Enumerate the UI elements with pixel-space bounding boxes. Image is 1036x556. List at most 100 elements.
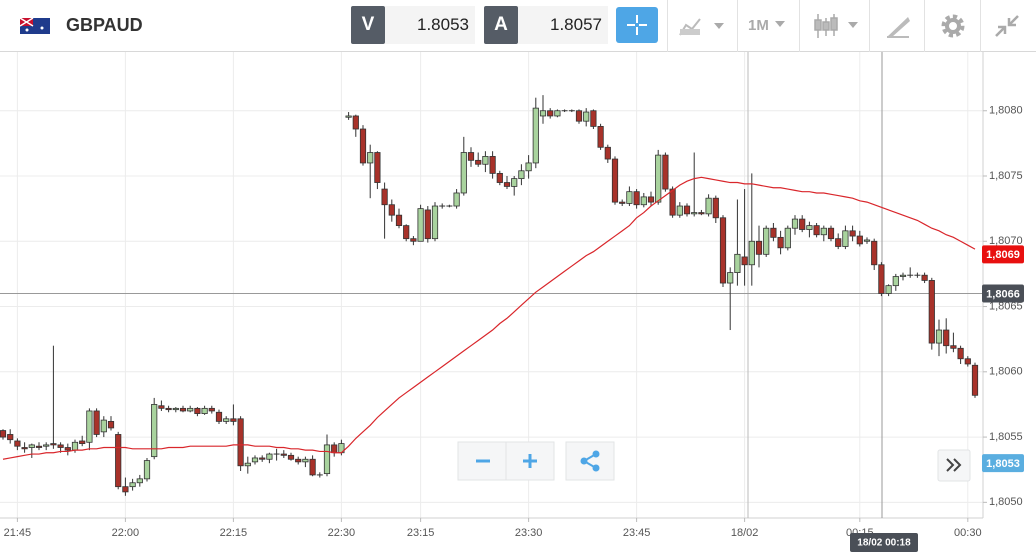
candle-body bbox=[280, 453, 287, 456]
candle-body bbox=[676, 205, 683, 216]
candle-body bbox=[388, 204, 395, 216]
price-label: 1,8069 bbox=[986, 249, 1020, 261]
plus-icon bbox=[523, 454, 537, 468]
candle-body bbox=[50, 443, 57, 446]
candle-body bbox=[93, 410, 100, 435]
y-tick-label: 1,8080 bbox=[989, 105, 1023, 117]
candle-body bbox=[525, 162, 532, 172]
sell-button[interactable]: V bbox=[351, 6, 385, 44]
price-label-box bbox=[982, 284, 1024, 303]
candle-body bbox=[79, 440, 86, 444]
candle-body bbox=[611, 158, 619, 203]
candle-body bbox=[187, 407, 194, 412]
candle-body bbox=[784, 227, 791, 249]
candle-body bbox=[885, 285, 892, 294]
candle-body bbox=[295, 458, 302, 463]
candle-body bbox=[107, 421, 115, 429]
candle-body bbox=[374, 152, 381, 183]
zoom-controls bbox=[457, 441, 615, 481]
candle-body bbox=[230, 418, 237, 422]
candle-body bbox=[813, 225, 820, 236]
candle-body bbox=[799, 218, 806, 230]
candle-body bbox=[856, 235, 863, 245]
candle-body bbox=[575, 110, 583, 122]
buy-price[interactable]: 1.8057 bbox=[518, 6, 608, 44]
candle-body bbox=[129, 482, 136, 488]
candle-body bbox=[503, 182, 511, 187]
share-dot bbox=[592, 464, 600, 472]
candle-body bbox=[719, 217, 727, 284]
candle-body bbox=[554, 110, 561, 117]
candle-body bbox=[770, 227, 777, 238]
separator bbox=[799, 0, 800, 52]
candle-body bbox=[511, 178, 518, 187]
candle-body bbox=[532, 107, 539, 164]
candle-body bbox=[143, 460, 151, 480]
x-tick-label: 21:45 bbox=[4, 527, 32, 539]
candle-body bbox=[64, 447, 71, 451]
crosshair-time-label: 18/02 00:18 bbox=[857, 538, 911, 549]
candle-body bbox=[971, 364, 979, 396]
candle-body bbox=[698, 212, 705, 215]
candle-body bbox=[331, 444, 338, 454]
candle-type-button[interactable] bbox=[812, 12, 862, 40]
separator bbox=[924, 0, 925, 52]
collapse-button[interactable] bbox=[994, 14, 1020, 38]
scroll-end-button[interactable] bbox=[937, 449, 971, 482]
candle-body bbox=[489, 156, 496, 174]
candle-body bbox=[482, 156, 489, 165]
candle-body bbox=[842, 230, 849, 247]
x-tick-label: 22:00 bbox=[112, 527, 140, 539]
share-button[interactable] bbox=[565, 441, 615, 481]
candle-body bbox=[381, 188, 388, 206]
candle-body bbox=[827, 227, 835, 240]
candle-body bbox=[194, 407, 201, 414]
candle-body bbox=[820, 227, 827, 236]
x-tick-label: 23:30 bbox=[515, 527, 543, 539]
candle-body bbox=[475, 159, 482, 165]
candle-body bbox=[71, 441, 79, 451]
candle-body bbox=[964, 358, 971, 365]
candle-body bbox=[943, 329, 950, 347]
candle-body bbox=[619, 201, 626, 204]
candle-body bbox=[122, 486, 129, 493]
candle-body bbox=[259, 457, 266, 460]
candle-body bbox=[691, 212, 698, 215]
candle-body bbox=[597, 126, 604, 148]
drawing-button[interactable] bbox=[884, 13, 912, 39]
x-tick-label: 22:30 bbox=[328, 527, 356, 539]
candle-body bbox=[208, 407, 215, 412]
settings-button[interactable] bbox=[940, 13, 966, 39]
candle-body bbox=[655, 154, 662, 203]
candle-body bbox=[547, 110, 554, 117]
crosshair-button[interactable] bbox=[616, 7, 658, 43]
candle-body bbox=[777, 236, 784, 249]
timeframe[interactable]: 1M bbox=[748, 17, 769, 34]
x-tick-label: 18/02 bbox=[731, 527, 759, 539]
price-label-box bbox=[982, 245, 1024, 264]
candle-body bbox=[741, 256, 748, 266]
price-label: 1,8066 bbox=[986, 288, 1020, 300]
candle-body bbox=[43, 444, 50, 447]
candle-body bbox=[424, 209, 431, 240]
candle-body bbox=[35, 445, 43, 448]
candle-body bbox=[878, 264, 885, 294]
sell-price[interactable]: 1.8053 bbox=[385, 6, 475, 44]
candle-body bbox=[0, 430, 7, 438]
candle-body bbox=[755, 240, 763, 255]
y-tick-label: 1,8065 bbox=[989, 300, 1023, 312]
candle-body bbox=[496, 172, 503, 183]
candle-body bbox=[352, 115, 359, 130]
chart-type-button[interactable] bbox=[678, 15, 728, 37]
x-tick-label: 23:45 bbox=[623, 527, 651, 539]
candle-body bbox=[21, 447, 28, 450]
candle-body bbox=[791, 218, 799, 229]
candle-body bbox=[323, 444, 331, 475]
separator bbox=[869, 0, 870, 52]
buy-button[interactable]: A bbox=[484, 6, 518, 44]
candle-body bbox=[395, 214, 403, 227]
toolbar: GBPAUD V 1.8053 A 1.8057 1M bbox=[0, 0, 1036, 52]
candle-body bbox=[640, 196, 647, 206]
